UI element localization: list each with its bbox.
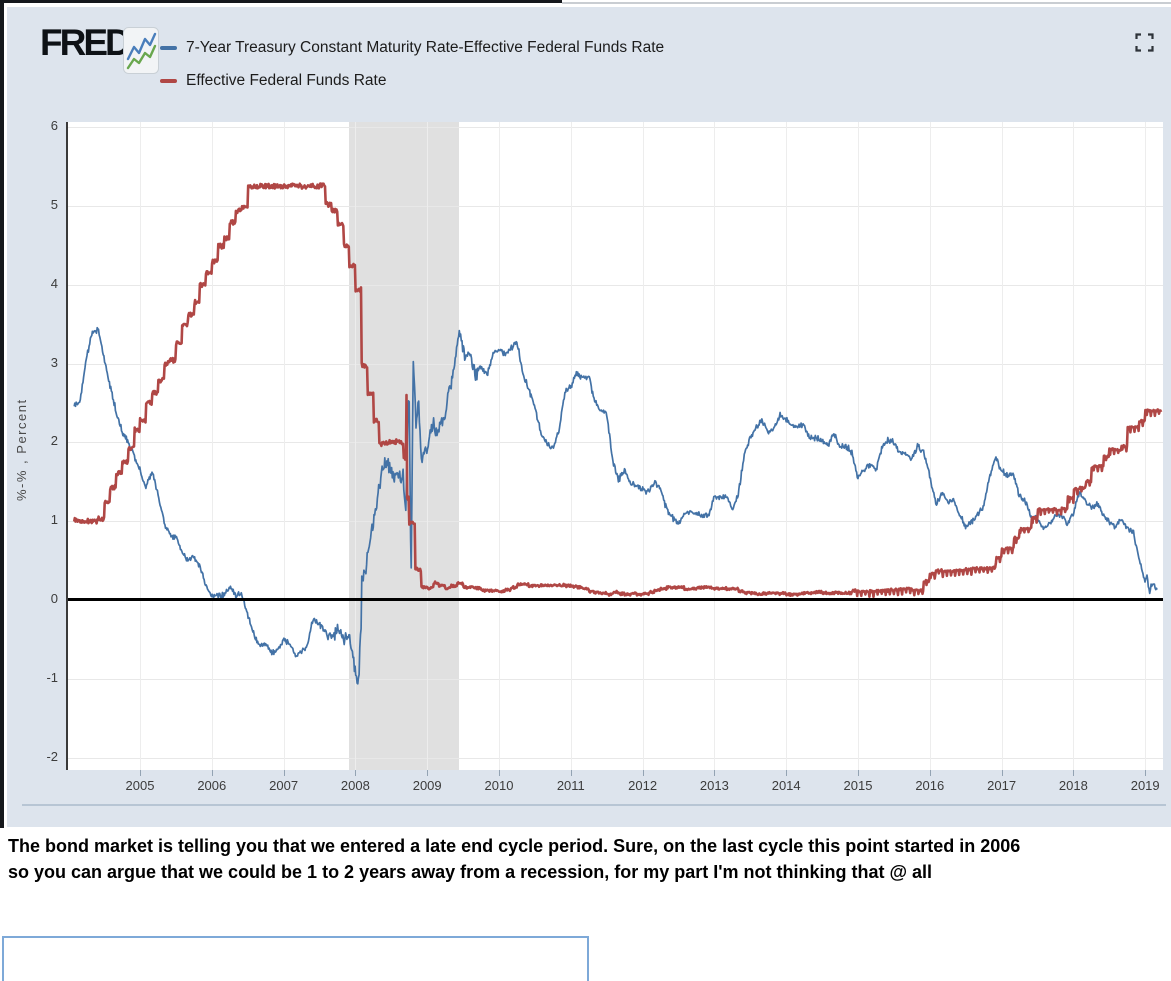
- zero-line: [68, 598, 1163, 601]
- gridline-v: [1073, 122, 1075, 770]
- x-tick-label: 2013: [699, 778, 729, 793]
- series-dash: [160, 79, 177, 83]
- tick-mark: [786, 770, 788, 776]
- caption-line: so you can argue that we could be 1 to 2…: [8, 862, 933, 882]
- series-lines: [72, 182, 1163, 685]
- x-tick-label: 2009: [412, 778, 442, 793]
- fred-logo-text: FRED: [40, 22, 132, 63]
- gridline-v: [714, 122, 716, 770]
- gridline-v: [929, 122, 931, 770]
- tick-mark: [858, 770, 859, 776]
- gridline-v: [570, 122, 572, 770]
- caption-line: The bond market is telling you that we e…: [8, 836, 1021, 856]
- legend-label: 7-Year Treasury Constant Maturity Rate-E…: [186, 39, 665, 56]
- tick-mark: [642, 770, 644, 776]
- y-tick-label: 2: [50, 433, 58, 449]
- gridline-h: [68, 127, 1163, 129]
- series-line-treasury-spread: [73, 326, 1158, 685]
- y-tick-label: 6: [50, 118, 58, 134]
- gridline-h: [68, 442, 1163, 444]
- x-tick-label: 2011: [556, 778, 585, 793]
- tick-mark: [1001, 770, 1003, 776]
- gridline-v: [283, 122, 285, 770]
- gridline-v: [140, 122, 141, 770]
- y-tick-label: 3: [50, 354, 58, 370]
- gridline-h: [68, 206, 1163, 207]
- y-tick-label: -1: [46, 669, 58, 685]
- gridline-h: [68, 757, 1163, 759]
- series-line-effr: [72, 182, 1163, 599]
- y-axis-spine: [66, 122, 68, 770]
- y-tick-label: 5: [50, 197, 58, 212]
- fred-sparkline-icon: [123, 27, 159, 74]
- gridline-v: [642, 122, 644, 770]
- tick-mark: [1073, 770, 1075, 776]
- x-tick-label: 2010: [484, 778, 514, 793]
- top-border: [0, 0, 562, 3]
- y-tick-label: -2: [46, 748, 58, 764]
- top-border-gray: [562, 2, 1171, 4]
- tick-mark: [140, 770, 141, 776]
- x-tick-label: 2018: [1058, 778, 1088, 793]
- tick-mark: [1145, 770, 1147, 776]
- gridline-h: [68, 521, 1163, 523]
- tick-mark: [499, 770, 500, 776]
- gridline-h: [68, 284, 1163, 286]
- x-tick-label: 2012: [628, 778, 658, 793]
- x-tick-label: 2014: [771, 778, 801, 793]
- legend-label: Effective Federal Funds Rate: [186, 72, 387, 89]
- gridline-h: [68, 678, 1163, 680]
- legend: 7-Year Treasury Constant Maturity Rate-E…: [160, 38, 664, 104]
- x-tick-label: 2017: [987, 778, 1017, 793]
- x-tick-label: 2019: [1130, 778, 1160, 793]
- x-tick-label: 2008: [340, 778, 370, 793]
- series-dash: [160, 46, 177, 50]
- caption: The bond market is telling you that we e…: [8, 833, 1164, 885]
- y-axis-label: %-% , Percent: [14, 398, 29, 502]
- left-border: [0, 0, 4, 828]
- tick-mark: [427, 770, 429, 776]
- gridline-v: [1001, 122, 1003, 770]
- x-tick-label: 2005: [125, 778, 155, 793]
- x-tick-label: 2015: [843, 778, 873, 793]
- tick-mark: [570, 770, 572, 776]
- x-tick-label: 2007: [269, 778, 299, 793]
- y-tick-label: 1: [50, 512, 58, 528]
- legend-item[interactable]: 7-Year Treasury Constant Maturity Rate-E…: [160, 38, 664, 58]
- gridline-v: [1145, 122, 1147, 770]
- gridline-v: [858, 122, 859, 770]
- attachment-box: [2, 936, 589, 981]
- tick-mark: [355, 770, 357, 776]
- plot-area[interactable]: [68, 122, 1163, 770]
- y-tick-label: 4: [50, 275, 58, 291]
- fullscreen-icon[interactable]: [1135, 33, 1154, 52]
- legend-item[interactable]: Effective Federal Funds Rate: [160, 71, 664, 91]
- gridline-h: [68, 363, 1163, 365]
- gridline-v: [355, 122, 357, 770]
- gridline-v: [211, 122, 213, 770]
- x-tick-label: 2016: [915, 778, 945, 793]
- gridline-v: [499, 122, 500, 770]
- gridline-v: [786, 122, 788, 770]
- fred-logo: FRED®: [40, 22, 138, 72]
- tick-mark: [714, 770, 716, 776]
- tick-mark: [211, 770, 213, 776]
- x-axis-baseline: [22, 804, 1166, 806]
- x-tick-label: 2006: [197, 778, 227, 793]
- tick-mark: [283, 770, 285, 776]
- tick-mark: [929, 770, 931, 776]
- y-tick-label: 0: [50, 591, 58, 606]
